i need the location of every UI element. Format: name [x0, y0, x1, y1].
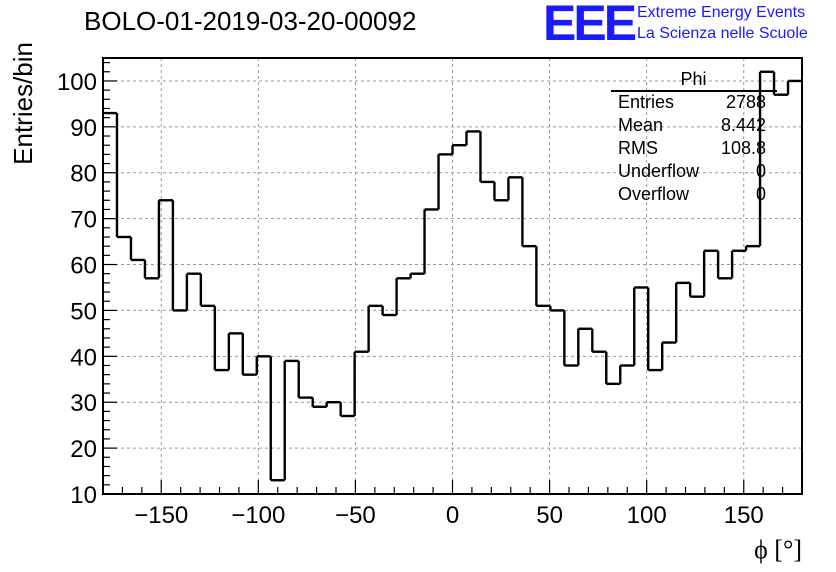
y-tick-label: 90 [70, 115, 97, 142]
stats-row-rms: RMS 108.8 [618, 138, 766, 160]
stats-title: Phi [680, 69, 707, 89]
logo-caption-line2: La Scienza nelle Scuole [637, 25, 808, 42]
x-tick-label: −50 [335, 502, 376, 529]
stats-value: 8.442 [720, 115, 766, 135]
stats-label: Overflow [618, 184, 690, 204]
x-tick-label: 150 [724, 502, 764, 529]
stats-value: 0 [755, 161, 766, 181]
y-tick-label: 100 [57, 69, 97, 96]
logo-caption-line1: Extreme Energy Events [637, 4, 806, 21]
x-tick-label: 0 [446, 502, 459, 529]
stats-row-overflow: Overflow 0 [618, 184, 766, 206]
x-tick-label: 100 [627, 502, 667, 529]
x-axis-title: ϕ [°] [754, 535, 802, 564]
x-tick-label: 50 [536, 502, 563, 529]
histogram-bars [103, 70, 802, 482]
y-tick-label: 80 [70, 161, 97, 188]
stats-row-entries: Entries 2788 [618, 92, 766, 114]
y-tick-label: 50 [70, 298, 97, 325]
y-tick-label: 70 [70, 207, 97, 234]
stats-divider [611, 90, 777, 92]
y-tick-label: 10 [70, 482, 97, 509]
stats-label: Mean [618, 115, 664, 135]
stats-value: 0 [755, 184, 766, 204]
y-tick-label: 30 [70, 390, 97, 417]
eee-logo: EEE [543, 0, 637, 51]
tick-labels: −150 −100 −50 0 50 100 150 10 20 30 40 50 60 70 80 90 10… [8, 42, 802, 564]
y-tick-label: 20 [70, 436, 97, 463]
stats-label: Underflow [618, 161, 700, 181]
x-tick-label: −100 [231, 502, 285, 529]
stats-label: RMS [618, 138, 658, 158]
x-tick-label: −150 [134, 502, 188, 529]
stats-box: Phi Entries 2788 Mean 8.442 RMS 108.8 Un… [611, 69, 779, 204]
y-tick-label: 40 [70, 344, 97, 371]
stats-label: Entries [618, 92, 675, 112]
y-tick-label: 60 [70, 253, 97, 280]
stats-row-underflow: Underflow 0 [618, 161, 766, 183]
y-axis-title: Entries/bin [8, 42, 38, 165]
stats-row-mean: Mean 8.442 [618, 115, 766, 137]
stats-value: 2788 [725, 92, 766, 112]
stats-value: 108.8 [720, 138, 766, 158]
plot-title: BOLO-01-2019-03-20-00092 [84, 6, 417, 36]
axes [102, 57, 803, 495]
